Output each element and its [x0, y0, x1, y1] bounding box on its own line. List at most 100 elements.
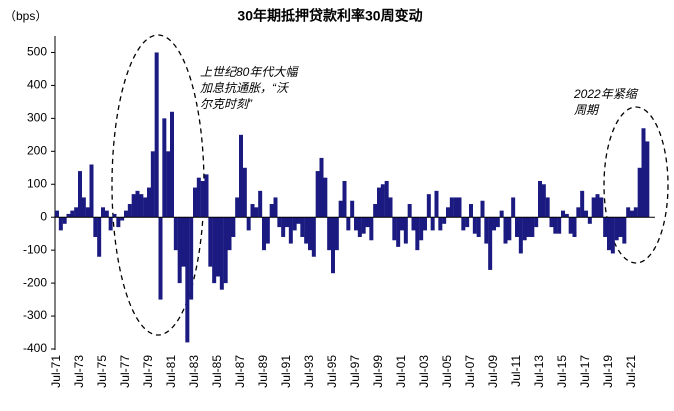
x-tick-label: Jul-71 — [49, 355, 63, 388]
bar — [235, 197, 240, 218]
bar — [127, 204, 132, 218]
bar — [70, 210, 75, 218]
bar — [614, 217, 619, 241]
bar — [162, 118, 167, 218]
bar — [292, 217, 297, 231]
y-tick-label: -300 — [23, 308, 47, 322]
bar — [411, 217, 416, 231]
bar — [538, 180, 542, 218]
bar — [327, 217, 332, 251]
bar — [200, 180, 205, 218]
bar — [495, 217, 500, 228]
chart-title: 30年期抵押贷款利率30周变动 — [237, 8, 422, 24]
x-tick-label: Jul-15 — [555, 355, 569, 388]
bar — [507, 217, 512, 241]
bar — [618, 217, 623, 237]
bar — [112, 213, 117, 218]
bar — [610, 217, 615, 254]
x-tick-label: Jul-21 — [624, 355, 638, 388]
bar — [181, 217, 186, 267]
bar — [591, 197, 596, 218]
bar — [89, 164, 94, 218]
bar — [147, 187, 151, 218]
bar — [58, 217, 63, 231]
bar — [442, 217, 447, 224]
bar — [258, 190, 263, 218]
x-tick-label: Jul-11 — [509, 355, 523, 387]
bar — [55, 210, 59, 218]
bar — [311, 217, 316, 257]
bar — [262, 217, 266, 251]
bar — [453, 197, 458, 218]
bar — [645, 141, 650, 218]
bar — [74, 207, 79, 218]
bar — [173, 217, 178, 251]
bar — [285, 217, 289, 228]
x-tick-label: Jul-75 — [95, 355, 109, 388]
y-unit: （bps） — [4, 9, 47, 23]
bar — [189, 217, 194, 300]
bar — [219, 217, 224, 290]
bar — [461, 217, 466, 231]
bar — [78, 171, 82, 218]
bar — [338, 200, 343, 218]
y-tick-label: 0 — [40, 209, 47, 223]
x-tick-label: Jul-97 — [348, 355, 362, 388]
bar — [265, 217, 270, 244]
bar — [388, 197, 393, 218]
bar — [400, 217, 404, 231]
bar — [430, 217, 435, 231]
x-tick-label: Jul-05 — [440, 355, 454, 388]
bar — [185, 217, 190, 343]
bar — [503, 217, 508, 244]
bar — [246, 217, 251, 231]
bar — [139, 194, 144, 218]
y-tick-label: 500 — [27, 45, 47, 59]
bar — [526, 217, 531, 237]
bar — [208, 217, 213, 267]
bar — [622, 217, 627, 244]
annotation: 尔克时刻” — [200, 97, 253, 111]
bar — [626, 207, 631, 218]
bar — [116, 217, 121, 228]
x-tick-label: Jul-87 — [233, 355, 247, 388]
x-tick-label: Jul-95 — [325, 355, 339, 388]
bar — [361, 217, 366, 234]
x-tick-label: Jul-73 — [72, 355, 86, 388]
bar — [449, 197, 454, 218]
bar — [377, 187, 381, 218]
bar — [426, 194, 431, 218]
bar — [564, 213, 569, 218]
bar — [415, 217, 420, 251]
bar — [193, 187, 197, 218]
bar — [239, 134, 243, 218]
bar — [633, 207, 638, 218]
x-tick-label: Jul-03 — [417, 355, 431, 388]
bar — [158, 217, 163, 300]
bar — [434, 190, 439, 218]
x-tick-label: Jul-13 — [532, 355, 546, 388]
bar — [231, 217, 236, 237]
bar — [373, 204, 378, 218]
bar — [576, 207, 581, 218]
x-tick-label: Jul-19 — [601, 355, 615, 388]
bar — [331, 217, 335, 274]
bar — [480, 200, 485, 218]
bar — [135, 190, 140, 218]
bar — [403, 217, 408, 244]
bar — [196, 177, 201, 218]
bar — [85, 207, 90, 218]
bar — [296, 217, 301, 224]
x-tick-label: Jul-01 — [394, 355, 408, 388]
bar — [553, 217, 558, 234]
x-tick-label: Jul-77 — [118, 355, 132, 388]
bar — [250, 204, 255, 218]
bar — [150, 151, 155, 218]
bar — [484, 217, 489, 244]
bar — [177, 217, 182, 284]
bar — [120, 217, 125, 221]
bar — [511, 197, 516, 218]
bar — [488, 217, 493, 270]
bar — [446, 207, 450, 218]
